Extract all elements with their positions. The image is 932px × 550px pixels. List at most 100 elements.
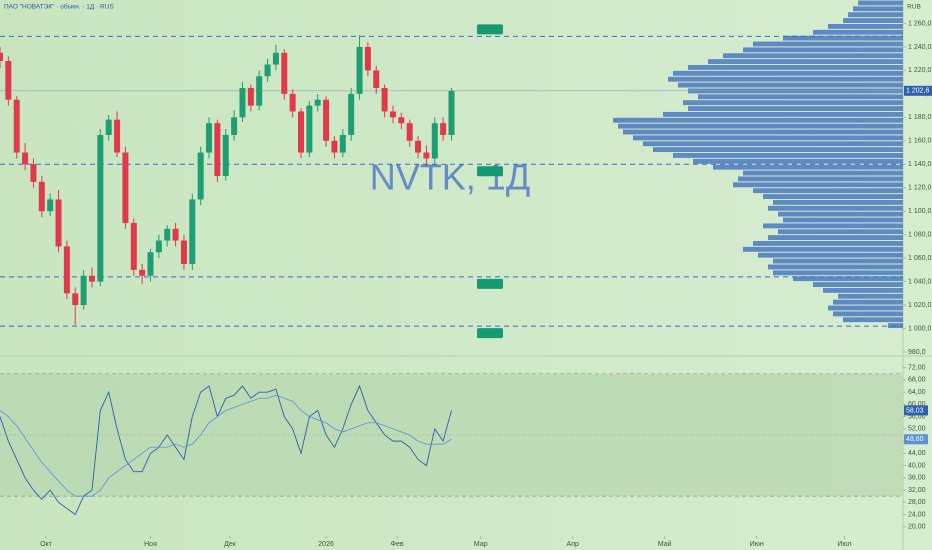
candle-body: [431, 123, 438, 159]
last-price-label: 1 202,6: [906, 88, 929, 95]
volume-profile-bar: [643, 141, 903, 147]
volume-profile-bar: [828, 23, 903, 29]
volume-profile-bar: [708, 59, 903, 65]
y-tick-label: 1 260,0: [908, 20, 931, 27]
candle-body: [415, 140, 422, 153]
candle-body: [298, 111, 304, 153]
volume-profile-bar: [828, 305, 903, 311]
volume-profile-bar: [793, 276, 903, 282]
y-tick-label: 32,00: [908, 487, 926, 494]
y-tick-label: 36,00: [908, 475, 926, 482]
volume-profile-bar: [773, 199, 903, 205]
candle-body: [440, 123, 447, 135]
volume-profile-bar: [768, 205, 903, 211]
candle-body: [164, 228, 171, 241]
y-tick-label: 1 080,0: [908, 232, 931, 239]
y-tick-label: 1 000,0: [908, 325, 931, 332]
candle-body: [197, 152, 204, 200]
candle-body: [0, 52, 3, 62]
volume-profile-bar: [858, 0, 903, 6]
candle-body: [356, 46, 363, 94]
x-tick-label: Май: [658, 540, 672, 548]
candle-body: [5, 61, 12, 100]
volume-profile-bar: [678, 82, 903, 88]
candle-body: [364, 46, 371, 71]
candle-body: [247, 88, 254, 106]
candle-body: [272, 52, 279, 65]
candle-body: [339, 134, 346, 153]
volume-profile-bar: [813, 282, 903, 287]
candle-body: [289, 93, 296, 112]
level-marker: [477, 328, 503, 339]
last-value-tag: [904, 405, 928, 416]
y-tick-label: 68,00: [908, 377, 926, 384]
volume-profile-bar: [688, 65, 903, 70]
volume-profile-bar: [853, 6, 903, 12]
y-tick-label: 24,00: [908, 511, 926, 518]
candle-body: [80, 275, 87, 306]
volume-profile-bar: [723, 53, 903, 59]
y-tick-label: 1 060,0: [908, 255, 931, 262]
volume-profile-bar: [783, 35, 903, 41]
volume-profile-bar: [693, 158, 903, 164]
y-tick-label: 56,00: [908, 413, 926, 420]
candle-body: [423, 152, 430, 159]
volume-profile-bar: [758, 252, 903, 258]
y-tick-label: 28,00: [908, 499, 926, 506]
candle-body: [348, 93, 355, 135]
volume-profile-bar: [618, 123, 903, 129]
y-tick-label: 1 040,0: [908, 278, 931, 285]
volume-profile-bar: [773, 270, 903, 276]
x-tick-label: Дек: [224, 541, 237, 548]
volume-profile-bar: [768, 264, 903, 270]
watermark: NVTK, 1Д: [370, 157, 530, 198]
volume-profile-bar: [633, 135, 903, 141]
volume-profile-bar: [823, 287, 903, 293]
currency: RUB: [907, 4, 921, 11]
candle-body: [13, 99, 20, 153]
candle-body: [381, 88, 388, 112]
candle-body: [323, 99, 330, 141]
volume-profile-bar: [613, 117, 903, 123]
y-tick-label: 1 100,0: [908, 208, 931, 215]
volume-profile-bar: [733, 182, 903, 188]
volume-profile-bar: [698, 94, 903, 100]
y-tick-label: 44,00: [908, 450, 926, 457]
candle-body: [231, 117, 238, 135]
candle-body: [314, 99, 321, 106]
level-marker: [477, 278, 503, 289]
volume-profile-bar: [813, 29, 903, 35]
y-tick-label: 1 220,0: [908, 67, 931, 74]
y-tick-label: 1 020,0: [908, 302, 931, 309]
y-tick-label: 980,0: [908, 349, 926, 356]
candle-body: [147, 252, 154, 276]
candle-body: [331, 140, 338, 153]
volume-profile-bar: [753, 241, 903, 246]
candle-body: [189, 199, 196, 264]
candle-body: [105, 119, 112, 135]
volume-profile-bar: [778, 211, 903, 217]
volume-profile-bar: [838, 293, 903, 299]
x-tick-label: 2026: [318, 541, 334, 548]
volume-profile-bar: [783, 217, 903, 223]
x-tick-label: Апр: [567, 541, 579, 548]
candle-body: [139, 269, 146, 276]
volume-profile-bar: [833, 299, 903, 305]
volume-profile-bar: [763, 194, 903, 199]
volume-profile-bar: [653, 147, 903, 153]
candle-body: [47, 199, 54, 212]
volume-profile-bar: [848, 12, 903, 18]
candle-body: [172, 228, 179, 241]
candle-body: [239, 88, 246, 118]
x-tick-label: Мар: [474, 541, 488, 548]
x-tick-label: Окт: [40, 541, 53, 548]
volume-profile-bar: [683, 100, 903, 106]
volume-profile-bar: [773, 258, 903, 264]
x-tick-label: Июн: [750, 541, 764, 548]
y-tick-label: 1 240,0: [908, 44, 931, 51]
volume-profile-bar: [673, 153, 903, 158]
volume-profile-bar: [763, 223, 903, 229]
candle-body: [72, 293, 79, 306]
candle-body: [130, 222, 137, 270]
